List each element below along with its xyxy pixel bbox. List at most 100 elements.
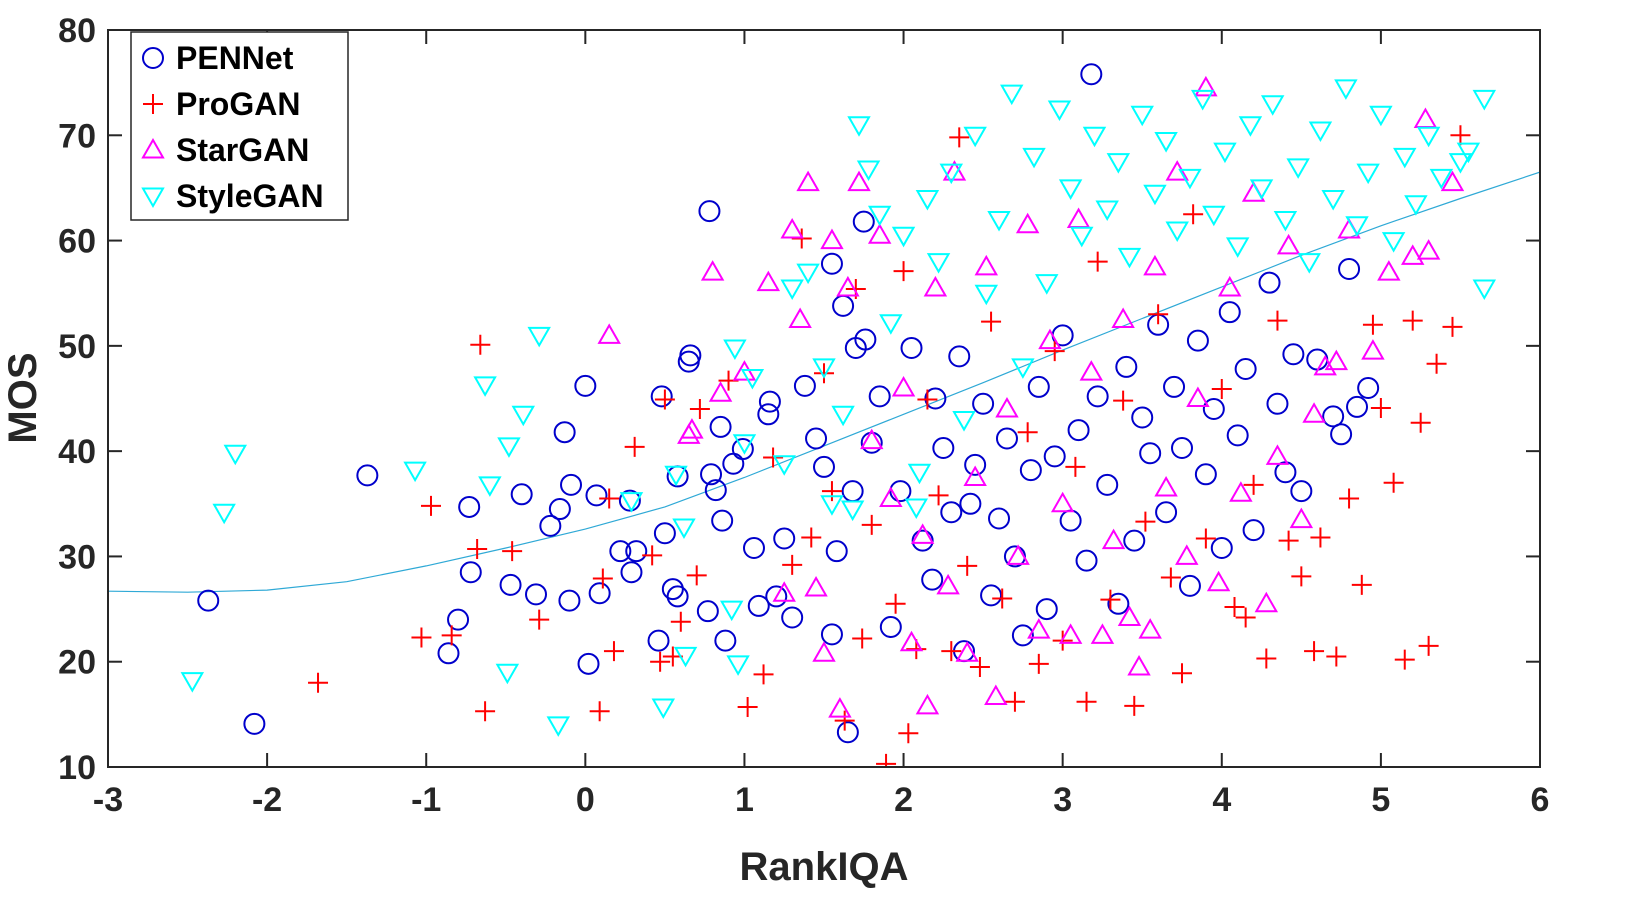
pennet-point — [757, 403, 780, 426]
stargan-legend-marker — [141, 137, 165, 159]
progan-point — [1310, 527, 1331, 548]
stargan-point — [1079, 360, 1104, 381]
stylegan-point — [212, 503, 236, 525]
stargan-point — [963, 465, 987, 486]
stargan-point — [1006, 544, 1030, 565]
stargan-point — [1175, 544, 1199, 565]
pennet-point — [781, 606, 804, 629]
stylegan-point — [1154, 132, 1178, 153]
stylegan-point — [495, 663, 520, 685]
stargan-point — [915, 693, 940, 715]
pennet-point — [1346, 395, 1369, 418]
pennet-point — [758, 390, 781, 413]
stylegan-point — [831, 405, 855, 427]
stargan-point — [1313, 354, 1337, 376]
progan-point — [1113, 390, 1134, 411]
pennet-point — [1011, 624, 1034, 647]
stargan-point — [955, 641, 979, 662]
pennet-point — [1139, 442, 1162, 465]
stargan-point — [708, 381, 733, 402]
stylegan-point — [473, 376, 497, 397]
pennet-point — [577, 652, 600, 675]
stylegan-point — [879, 314, 903, 335]
stargan-point — [788, 307, 812, 329]
stylegan-point — [812, 358, 836, 379]
x-tick-label: 1 — [735, 781, 754, 819]
x-tick-label: 5 — [1371, 781, 1390, 819]
progan-point — [420, 495, 441, 516]
stargan-point — [984, 684, 1008, 705]
pennet-point — [805, 427, 828, 450]
progan-point — [689, 399, 710, 420]
stylegan-point — [963, 126, 987, 148]
progan-point — [1100, 589, 1121, 610]
stylegan-point — [856, 160, 881, 181]
stylegan-point — [1143, 184, 1167, 206]
progan-point — [1195, 528, 1216, 549]
pennet-point — [714, 629, 737, 652]
pennet-legend-label: PENNet — [176, 40, 294, 76]
pennet-point — [1210, 537, 1233, 560]
progan-point — [1124, 695, 1145, 716]
pennet-point — [197, 589, 220, 612]
stylegan-point — [1448, 153, 1473, 174]
pennet-point — [558, 589, 581, 612]
stargan-point — [1127, 654, 1151, 676]
progan-point — [1267, 310, 1288, 331]
stargan-point — [1050, 491, 1075, 513]
pennet-point — [650, 385, 673, 408]
pennet-point — [1019, 459, 1042, 482]
stargan-point — [1377, 260, 1401, 281]
stylegan-point — [1213, 142, 1237, 164]
stylegan-legend-label: StyleGAN — [176, 178, 324, 214]
stylegan-point — [1308, 121, 1333, 143]
pennet-point — [964, 453, 987, 476]
stylegan-point — [1297, 253, 1322, 274]
progan-point — [969, 656, 990, 677]
progan-point — [411, 627, 432, 648]
pennet-point — [854, 328, 877, 351]
stylegan-point — [497, 437, 521, 458]
stylegan-point — [907, 463, 932, 485]
pennet-point — [940, 501, 963, 524]
pennet-point — [1043, 445, 1066, 468]
progan-point — [992, 588, 1013, 609]
stargan-point — [1138, 618, 1162, 639]
progan-point — [928, 485, 949, 506]
pennet-point — [709, 415, 732, 438]
stargan-point — [828, 697, 852, 718]
stargan-point — [1154, 475, 1178, 497]
progan-point — [949, 127, 970, 148]
pennet-point — [1338, 257, 1361, 280]
pennet-point — [1218, 301, 1241, 324]
stylegan-point — [1472, 89, 1497, 111]
pennet-point — [560, 473, 583, 496]
pennet-point — [1330, 423, 1353, 446]
pennet-point — [679, 344, 702, 367]
pennet-point — [742, 537, 765, 560]
pennet-point — [731, 438, 754, 461]
stargan-point — [597, 323, 621, 344]
pennet-point — [653, 522, 676, 545]
progan-point — [1383, 472, 1404, 493]
progan-point — [737, 696, 758, 717]
pennet-point — [972, 392, 995, 415]
stylegan-point — [987, 211, 1011, 232]
pennet-point — [700, 463, 723, 486]
progan-point — [686, 565, 707, 586]
pennet-point — [924, 387, 947, 410]
pennet-point — [1115, 355, 1138, 378]
pennet-point — [704, 479, 727, 502]
pennet-point — [995, 427, 1018, 450]
progan-point — [1224, 596, 1245, 617]
pennet-point — [499, 573, 522, 596]
x-tick-label: -2 — [252, 781, 282, 819]
progan-point — [1450, 125, 1471, 146]
pennet-point — [356, 464, 379, 487]
pennet-point — [588, 582, 611, 605]
pennet-point — [988, 507, 1011, 530]
stargan-point — [756, 270, 781, 292]
stylegan-point — [796, 263, 820, 285]
progan-point — [470, 334, 491, 355]
stylegan-point — [1273, 211, 1298, 232]
